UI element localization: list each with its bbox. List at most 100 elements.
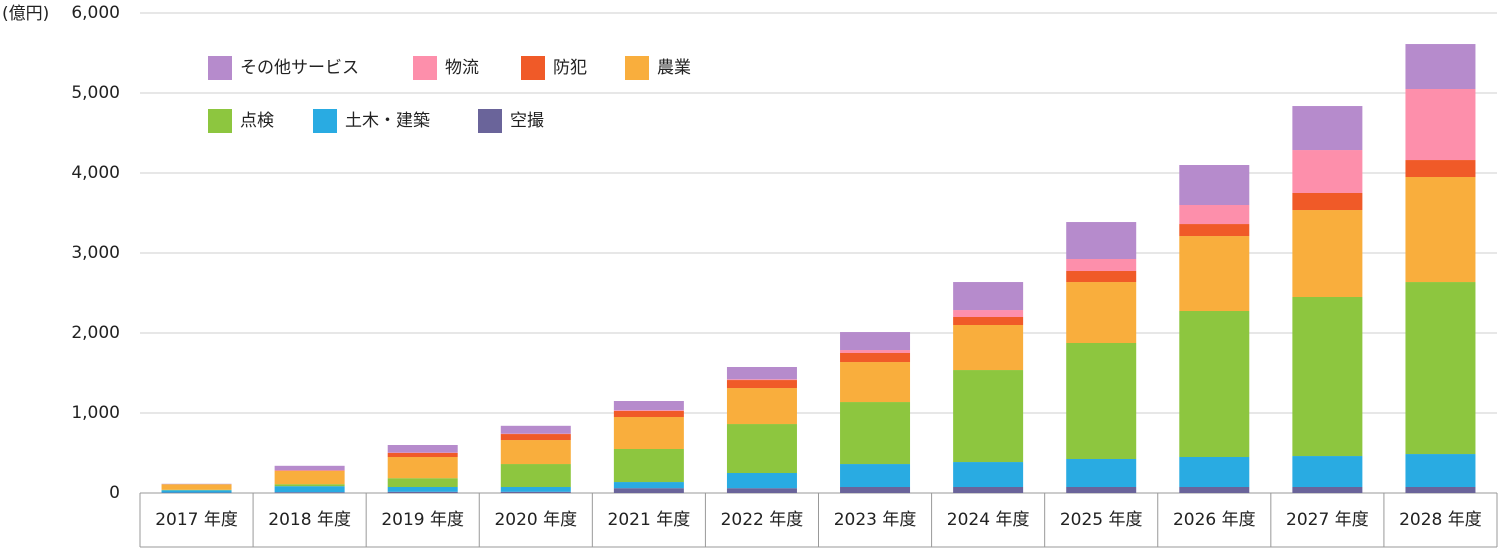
- bar-segment: [500, 491, 571, 493]
- x-tick-label: 2019 年度: [381, 510, 464, 530]
- bar-segment: [726, 473, 797, 489]
- bar-segment: [387, 457, 458, 479]
- legend-label: 防犯: [553, 58, 587, 78]
- bar-segment: [1179, 165, 1250, 205]
- legend-swatch: [413, 56, 437, 80]
- bar-segment: [1179, 487, 1250, 493]
- bar-segment: [953, 310, 1024, 317]
- bar-segment: [953, 487, 1024, 493]
- x-tick-label: 2027 年度: [1286, 510, 1369, 530]
- bar-segment: [613, 488, 684, 493]
- legend-label: その他サービス: [240, 58, 359, 78]
- bar-segment: [500, 464, 571, 487]
- bar-segment: [1405, 160, 1476, 177]
- bar-segment: [500, 425, 571, 434]
- y-tick-label: 3,000: [71, 243, 120, 263]
- bar-segment: [613, 482, 684, 489]
- x-tick-label: 2023 年度: [834, 510, 917, 530]
- legend-swatch: [208, 56, 232, 80]
- legend-swatch: [521, 56, 545, 80]
- bar-segment: [387, 445, 458, 453]
- bar-segment: [500, 434, 571, 441]
- x-tick-label: 2025 年度: [1060, 510, 1143, 530]
- bar-segment: [274, 471, 345, 485]
- bar-segment: [1405, 454, 1476, 487]
- bar-segment: [1292, 297, 1363, 457]
- x-tick-label: 2021 年度: [608, 510, 691, 530]
- bar-segment: [1066, 487, 1137, 493]
- legend-swatch: [313, 109, 337, 133]
- bar-segment: [953, 317, 1024, 325]
- bar-segment: [840, 353, 911, 363]
- bar-segment: [613, 417, 684, 449]
- bar-segment: [1066, 259, 1137, 271]
- bar-segment: [387, 478, 458, 487]
- bar-segment: [613, 401, 684, 411]
- bar-segment: [274, 465, 345, 471]
- bar-segment: [1179, 236, 1250, 311]
- bar-segment: [161, 484, 232, 490]
- y-unit: (億円): [2, 4, 49, 24]
- bar-segment: [1066, 459, 1137, 487]
- bar-segment: [840, 350, 911, 353]
- bar-segment: [1405, 282, 1476, 455]
- legend-label: 空撮: [510, 111, 544, 131]
- y-tick-label: 5,000: [71, 83, 120, 103]
- bar-segment: [1066, 271, 1137, 283]
- bar-segment: [500, 487, 571, 492]
- bar-segment: [840, 464, 911, 487]
- bar-segment: [726, 424, 797, 473]
- bar-segment: [387, 491, 458, 493]
- legend-swatch: [625, 56, 649, 80]
- bar-segment: [613, 449, 684, 483]
- legend-label: 土木・建築: [345, 111, 430, 131]
- bar-segment: [1405, 44, 1476, 89]
- x-tick-label: 2017 年度: [155, 510, 238, 530]
- x-tick-label: 2022 年度: [721, 510, 804, 530]
- bar-segment: [953, 325, 1024, 371]
- bar-segment: [726, 380, 797, 389]
- bar-segment: [500, 440, 571, 465]
- bar-segment: [1292, 106, 1363, 151]
- y-tick-label: 0: [109, 483, 120, 503]
- bar-segment: [613, 411, 684, 417]
- bar-segment: [840, 362, 911, 403]
- bar-segment: [1292, 150, 1363, 193]
- x-tick-label: 2024 年度: [947, 510, 1030, 530]
- bar-segment: [1179, 311, 1250, 457]
- bar-segment: [1179, 205, 1250, 225]
- y-tick-label: 6,000: [71, 3, 120, 23]
- bar-segment: [1292, 487, 1363, 493]
- bar-segment: [1405, 487, 1476, 493]
- bar-segment: [1292, 193, 1363, 211]
- bar-segment: [726, 367, 797, 380]
- bar-segment: [840, 402, 911, 465]
- legend-swatch: [478, 109, 502, 133]
- legend-label: 点検: [240, 111, 274, 131]
- bar-segment: [387, 453, 458, 457]
- bar-segment: [161, 490, 232, 493]
- bar-segment: [1292, 210, 1363, 297]
- bar-segment: [953, 370, 1024, 463]
- bar-segment: [1066, 222, 1137, 259]
- bar-segment: [274, 484, 345, 487]
- bar-segment: [1292, 456, 1363, 487]
- bar-segment: [1405, 177, 1476, 283]
- bar-segment: [953, 282, 1024, 311]
- legend-label: 農業: [657, 58, 691, 78]
- bar-segment: [274, 492, 345, 493]
- x-tick-label: 2028 年度: [1399, 510, 1482, 530]
- bar-segment: [840, 487, 911, 493]
- y-tick-label: 1,000: [71, 403, 120, 423]
- y-tick-label: 4,000: [71, 163, 120, 183]
- bar-segment: [1066, 282, 1137, 343]
- bar-segment: [953, 462, 1024, 487]
- bar-segment: [613, 410, 684, 411]
- bar-segment: [840, 332, 911, 351]
- bar-segment: [274, 486, 345, 493]
- legend-label: 物流: [445, 58, 479, 78]
- x-tick-label: 2026 年度: [1173, 510, 1256, 530]
- bar-segment: [726, 388, 797, 425]
- y-tick-label: 2,000: [71, 323, 120, 343]
